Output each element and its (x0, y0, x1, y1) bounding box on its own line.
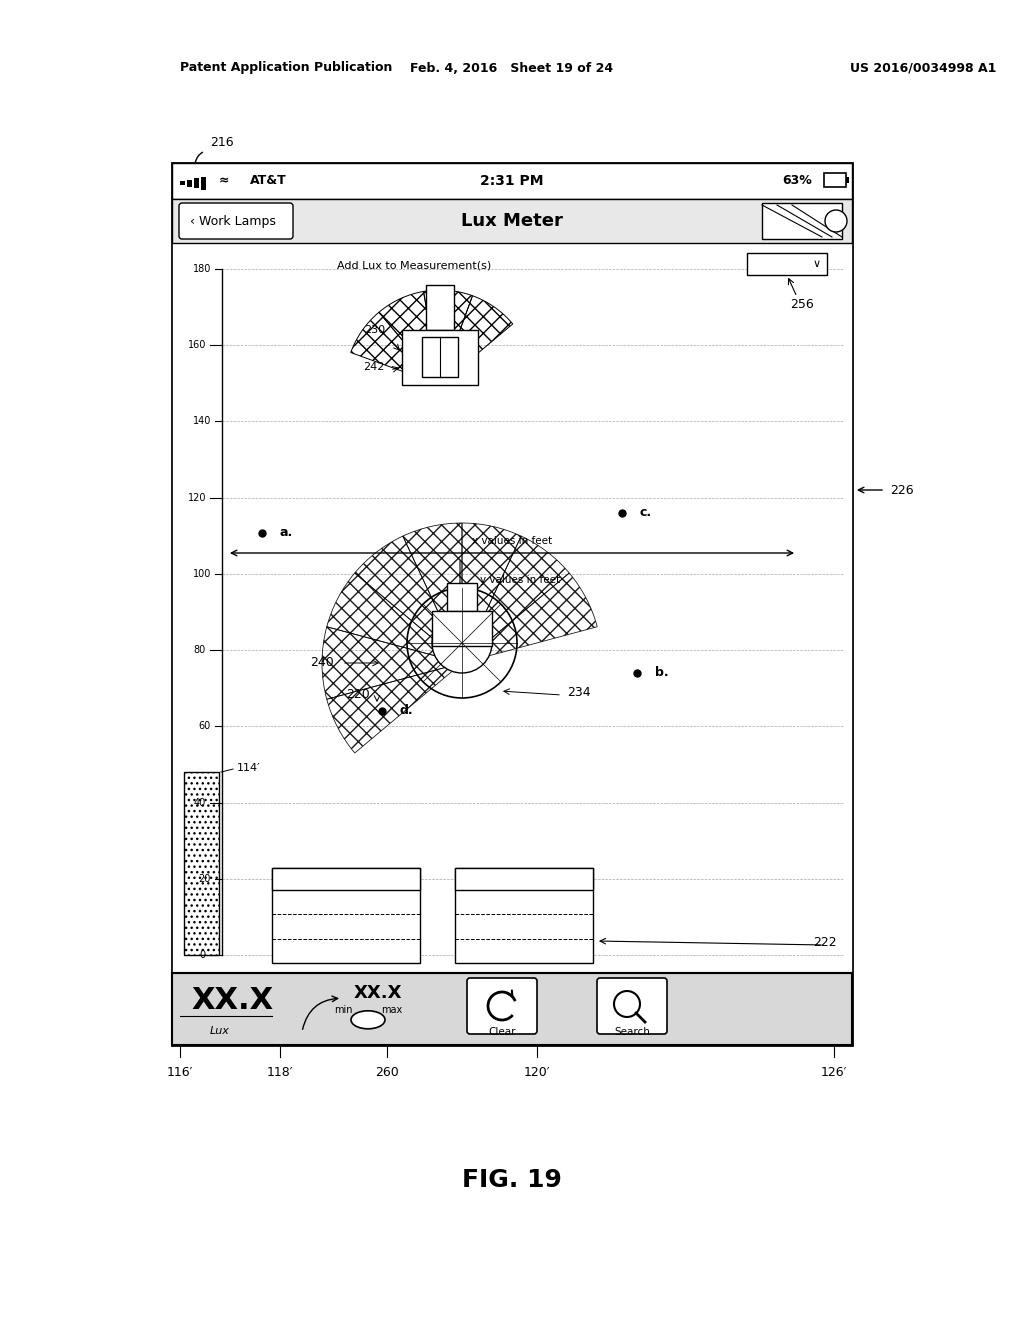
Bar (824, 173, 846, 187)
Text: c.: c. (640, 507, 652, 520)
Bar (272, 869, 420, 964)
Bar (746, 253, 827, 275)
Text: Mining: Mining (280, 921, 317, 932)
Text: 116′: 116′ (167, 1067, 194, 1080)
Bar (172, 243, 852, 973)
Text: XX.X: XX.X (190, 986, 273, 1015)
Bar (422, 337, 458, 378)
Bar (455, 869, 593, 890)
Bar (432, 611, 492, 645)
Text: Feb. 4, 2016   Sheet 19 of 24: Feb. 4, 2016 Sheet 19 of 24 (411, 62, 613, 74)
Text: ∨: ∨ (406, 874, 414, 884)
Text: Car: Car (463, 898, 482, 907)
Text: 118′: 118′ (266, 1067, 293, 1080)
Text: US 2016/0034998 A1: US 2016/0034998 A1 (850, 62, 996, 74)
Bar (172, 162, 852, 199)
Text: Patent Application Publication: Patent Application Publication (180, 62, 392, 74)
Bar (426, 285, 454, 330)
Bar (172, 199, 852, 243)
Ellipse shape (351, 1011, 385, 1028)
Bar (447, 583, 477, 611)
Text: 40: 40 (194, 797, 206, 808)
Text: i: i (835, 216, 838, 226)
Text: 80: 80 (194, 645, 206, 655)
Text: FIG. 19: FIG. 19 (462, 1168, 562, 1192)
Text: 256: 256 (791, 298, 814, 312)
Text: d.: d. (400, 705, 414, 718)
Text: 216: 216 (210, 136, 233, 149)
Text: Lux: Lux (210, 1026, 230, 1036)
Text: Application: Application (278, 874, 340, 884)
Text: y values in feet: y values in feet (480, 576, 560, 585)
Text: b.: b. (655, 667, 669, 680)
Text: 60: 60 (199, 721, 211, 731)
Text: 140: 140 (193, 416, 211, 426)
Bar (172, 162, 852, 1045)
Bar (180, 181, 185, 185)
Text: max: max (381, 1006, 402, 1015)
Text: ‹ Work Lamps: ‹ Work Lamps (190, 214, 275, 227)
Text: 63%: 63% (782, 174, 812, 187)
Bar (184, 772, 219, 954)
Text: 126′: 126′ (821, 1067, 847, 1080)
Text: Van: Van (463, 946, 483, 956)
Text: Add Lux to Measurement(s): Add Lux to Measurement(s) (337, 260, 492, 271)
Bar (187, 180, 193, 187)
Bar (762, 203, 842, 239)
FancyBboxPatch shape (597, 978, 667, 1034)
Text: Truck: Truck (463, 921, 493, 932)
Text: AT&T: AT&T (250, 174, 287, 187)
Text: 120′: 120′ (523, 1067, 550, 1080)
Text: 120: 120 (187, 492, 206, 503)
Text: 180: 180 (193, 264, 211, 275)
Bar (194, 178, 199, 187)
Text: 0: 0 (200, 950, 206, 960)
Bar (402, 330, 478, 385)
FancyBboxPatch shape (467, 978, 537, 1034)
Text: 20: 20 (199, 874, 211, 884)
FancyBboxPatch shape (179, 203, 293, 239)
Text: Clear: Clear (488, 1027, 516, 1038)
Bar (272, 869, 420, 890)
Text: 234: 234 (567, 686, 591, 700)
Bar (201, 177, 206, 190)
Circle shape (432, 612, 492, 673)
Text: 222: 222 (813, 936, 837, 949)
Text: min: min (334, 1006, 352, 1015)
Text: 260: 260 (375, 1067, 399, 1080)
Text: Police: Police (280, 946, 312, 956)
Text: x values in feet: x values in feet (472, 536, 552, 546)
Text: ≈: ≈ (219, 174, 229, 187)
Text: Construction: Construction (280, 898, 351, 907)
Text: a.: a. (280, 527, 293, 540)
Text: Lux Meter: Lux Meter (461, 213, 563, 230)
Circle shape (825, 210, 847, 232)
Text: Search: Search (614, 1027, 650, 1038)
Text: 226: 226 (890, 483, 913, 496)
Circle shape (614, 991, 640, 1016)
Bar (455, 869, 593, 964)
Text: 2:31 PM: 2:31 PM (480, 174, 544, 187)
Text: 240: 240 (310, 656, 334, 669)
Text: 220: 220 (346, 689, 370, 701)
Text: Vehicle: Vehicle (461, 874, 501, 884)
Text: 100: 100 (193, 569, 211, 579)
Text: ∨: ∨ (813, 259, 821, 269)
Text: 230: 230 (364, 325, 385, 335)
Bar (846, 177, 849, 183)
Text: 114′: 114′ (237, 763, 261, 774)
Text: 160: 160 (187, 341, 206, 350)
Text: XX.X: XX.X (354, 985, 402, 1002)
Text: 242: 242 (364, 362, 385, 372)
Text: ∨: ∨ (579, 874, 587, 884)
Bar (172, 973, 852, 1045)
